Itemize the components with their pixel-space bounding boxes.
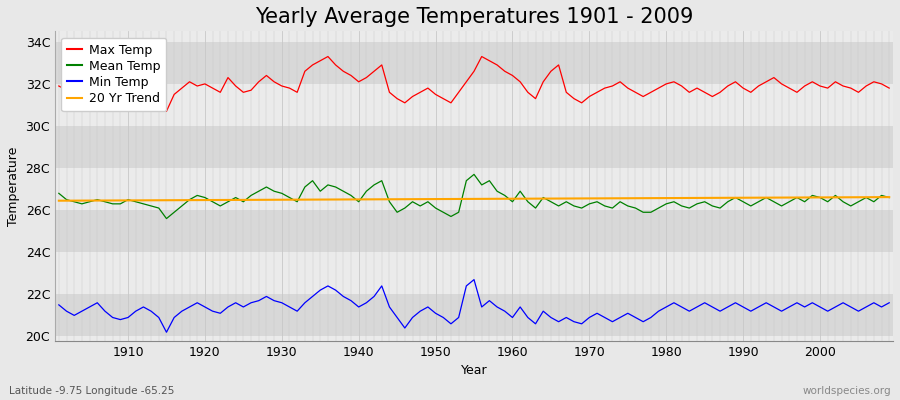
Text: worldspecies.org: worldspecies.org (803, 386, 891, 396)
Bar (55, 168, 893, 210)
Bar (55, 126, 893, 168)
Bar (55, 210, 893, 252)
Bar (55, 252, 893, 294)
Bar (55, 294, 893, 336)
Text: Latitude -9.75 Longitude -65.25: Latitude -9.75 Longitude -65.25 (9, 386, 175, 396)
Bar (55, 84, 893, 126)
X-axis label: Year: Year (461, 364, 487, 377)
Y-axis label: Temperature: Temperature (7, 146, 20, 226)
Title: Yearly Average Temperatures 1901 - 2009: Yearly Average Temperatures 1901 - 2009 (255, 7, 693, 27)
Legend: Max Temp, Mean Temp, Min Temp, 20 Yr Trend: Max Temp, Mean Temp, Min Temp, 20 Yr Tre… (61, 38, 166, 112)
Bar (55, 42, 893, 84)
